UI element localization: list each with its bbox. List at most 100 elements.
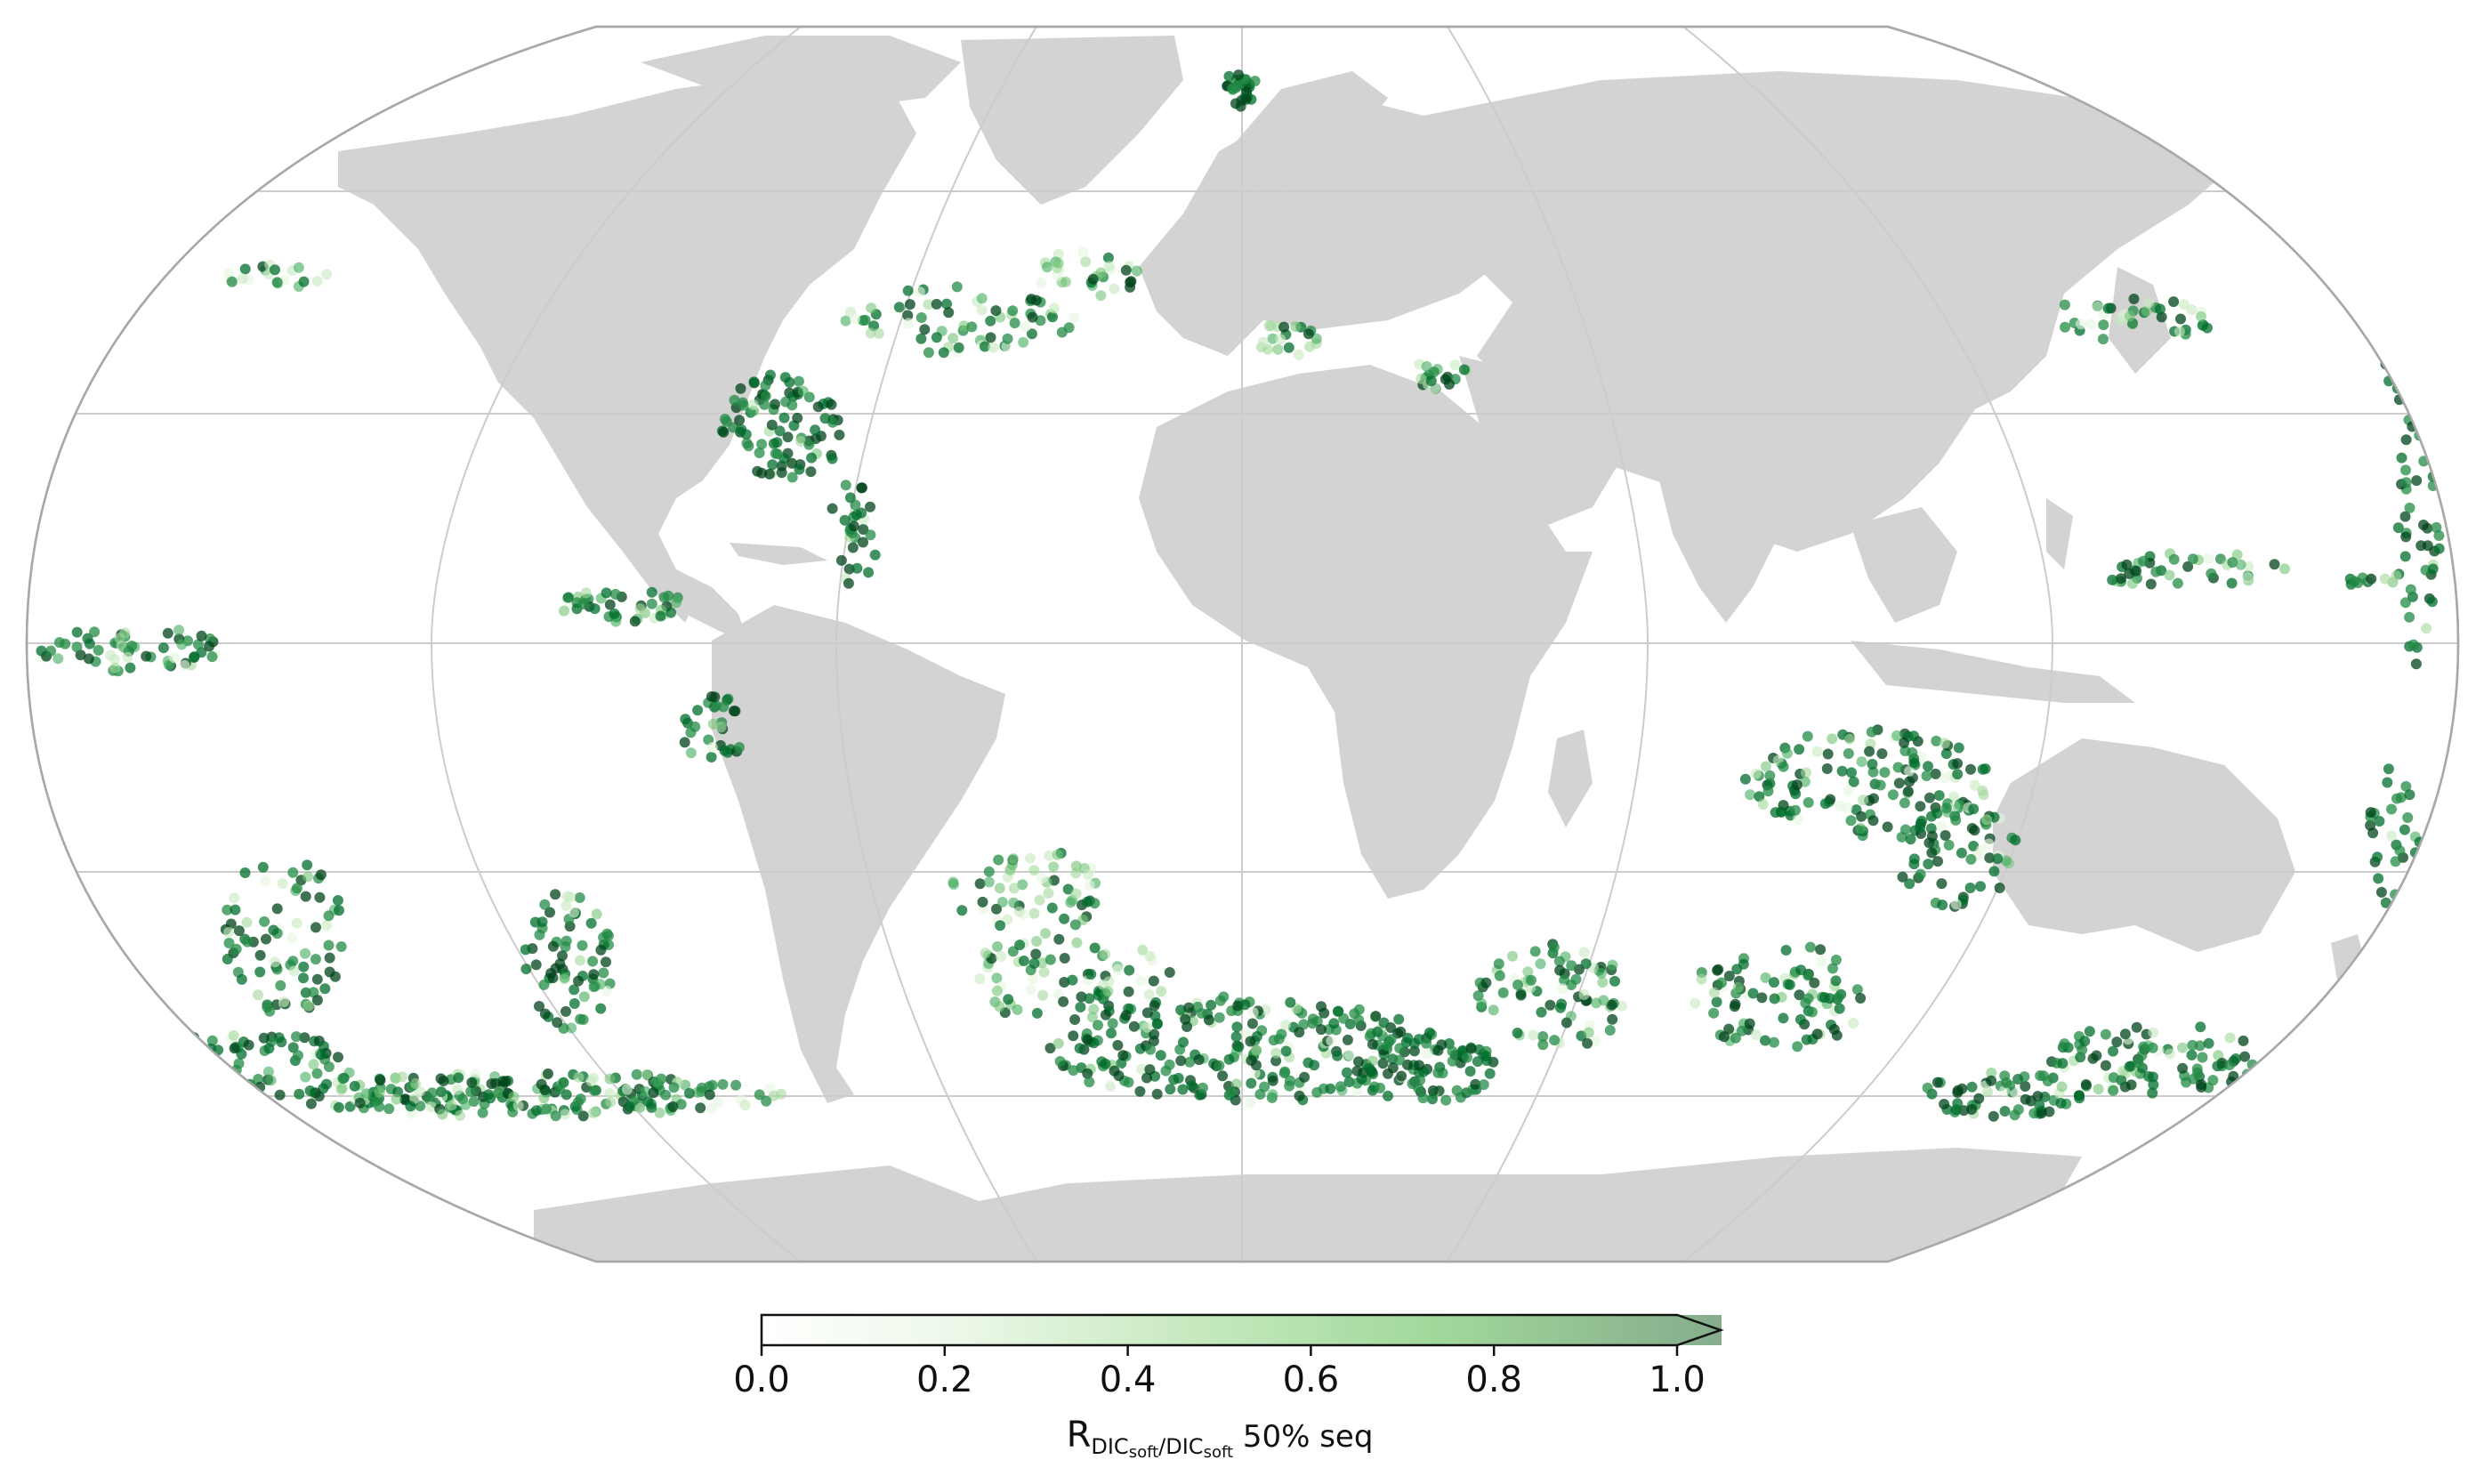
data-point xyxy=(1100,1009,1111,1020)
data-point xyxy=(739,1100,751,1111)
data-point xyxy=(1986,1075,1997,1086)
data-point xyxy=(591,908,602,920)
data-point xyxy=(1570,973,1582,985)
data-point xyxy=(1819,798,1831,810)
data-point xyxy=(2403,313,2415,325)
data-point xyxy=(374,1086,385,1098)
data-point xyxy=(183,1059,195,1070)
data-point xyxy=(2093,1084,2104,1095)
data-point xyxy=(2191,1063,2203,1075)
data-point xyxy=(1851,984,1863,996)
data-point xyxy=(1206,999,1217,1011)
data-point xyxy=(2384,234,2396,245)
data-point xyxy=(1856,756,1867,768)
data-point xyxy=(2402,243,2413,254)
data-point xyxy=(1214,1012,1225,1023)
data-point xyxy=(566,1022,577,1034)
data-point xyxy=(914,286,925,298)
data-point xyxy=(1298,1019,1310,1030)
data-point xyxy=(953,342,964,353)
data-point xyxy=(1036,277,1047,288)
data-point xyxy=(314,891,326,903)
data-point xyxy=(1144,950,1156,962)
data-point xyxy=(1843,733,1855,745)
data-point xyxy=(1882,821,1893,833)
data-point xyxy=(1018,336,1029,348)
data-point xyxy=(299,1032,310,1044)
data-point xyxy=(575,1093,586,1105)
data-point xyxy=(983,876,995,888)
data-point xyxy=(1425,375,1437,387)
data-point xyxy=(812,401,824,413)
data-point xyxy=(1537,1039,1549,1051)
data-point xyxy=(1423,1027,1435,1038)
colorbar xyxy=(760,1313,1724,1356)
data-point xyxy=(1760,1035,1770,1046)
data-point xyxy=(465,1085,477,1097)
data-point xyxy=(308,987,319,998)
data-point xyxy=(843,577,854,589)
data-point xyxy=(181,1054,192,1066)
data-point xyxy=(1791,779,1803,791)
data-point xyxy=(786,457,798,469)
data-point xyxy=(2407,907,2418,918)
data-point xyxy=(2020,1081,2031,1092)
data-point xyxy=(1254,1089,1266,1100)
data-point xyxy=(512,1100,524,1111)
data-point xyxy=(915,333,927,344)
data-point xyxy=(827,453,838,464)
central-america xyxy=(623,552,747,641)
data-point xyxy=(580,587,592,599)
data-point xyxy=(1102,252,1114,263)
data-point xyxy=(1836,765,1848,777)
data-point xyxy=(1178,1036,1189,1048)
data-point xyxy=(2420,417,2432,429)
data-point xyxy=(1084,993,1095,1004)
data-point xyxy=(304,1085,316,1096)
data-point xyxy=(288,965,300,977)
data-point xyxy=(835,554,847,566)
data-point xyxy=(1044,850,1055,861)
data-point xyxy=(1794,1013,1806,1025)
data-point xyxy=(1891,730,1903,741)
data-point xyxy=(902,310,914,321)
data-point xyxy=(534,929,545,940)
data-point xyxy=(2115,573,2126,585)
graticule xyxy=(27,27,2458,1262)
data-point xyxy=(291,1031,302,1043)
data-point xyxy=(1790,788,1802,800)
data-point xyxy=(646,598,657,609)
data-point xyxy=(806,452,818,464)
data-point xyxy=(2227,557,2238,569)
data-point xyxy=(1052,849,1063,860)
data-point xyxy=(1973,1093,1985,1104)
data-point xyxy=(1497,987,1509,998)
data-point xyxy=(1583,1027,1594,1038)
data-point xyxy=(145,1067,157,1078)
data-point xyxy=(391,1093,402,1105)
data-point xyxy=(1816,956,1827,968)
data-point xyxy=(405,1101,416,1112)
data-point xyxy=(2143,297,2155,309)
data-point xyxy=(1407,1078,1418,1090)
data-point xyxy=(786,399,798,411)
data-point xyxy=(589,603,601,615)
data-point xyxy=(1708,987,1720,998)
data-point xyxy=(1246,1055,1257,1066)
data-point xyxy=(1887,789,1899,801)
data-point xyxy=(1393,1013,1405,1025)
data-point xyxy=(736,423,747,435)
data-point xyxy=(1954,799,1965,811)
data-point xyxy=(1052,257,1064,269)
data-point xyxy=(1801,767,1811,778)
data-point xyxy=(2059,299,2070,311)
data-point xyxy=(1760,972,1771,983)
data-point xyxy=(1247,1007,1259,1019)
data-point xyxy=(2174,326,2185,337)
data-point xyxy=(1465,1043,1477,1054)
data-point xyxy=(1387,1062,1399,1074)
data-point xyxy=(794,464,805,475)
data-point xyxy=(415,1101,426,1112)
data-point xyxy=(2102,302,2114,314)
data-point xyxy=(2418,520,2429,530)
